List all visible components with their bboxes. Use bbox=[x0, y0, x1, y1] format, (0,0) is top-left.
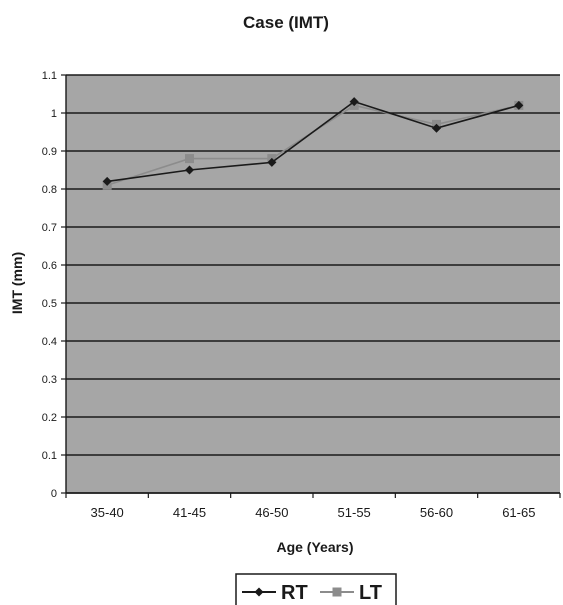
x-tick-label: 41-45 bbox=[173, 505, 206, 520]
data-point-rt bbox=[102, 176, 112, 186]
y-tick-label: 0.5 bbox=[42, 298, 57, 310]
legend: RT LT bbox=[235, 573, 397, 605]
series-rt bbox=[102, 97, 524, 186]
x-axis-label: Age (Years) bbox=[276, 539, 353, 555]
y-tick-label: 1 bbox=[51, 108, 57, 120]
legend-label-lt: LT bbox=[359, 582, 382, 604]
y-tick-label: 0.3 bbox=[42, 374, 57, 386]
data-point-rt bbox=[267, 157, 277, 167]
legend-label-rt: RT bbox=[281, 582, 308, 604]
y-tick-label: 0 bbox=[51, 488, 57, 500]
y-tick-label: 0.1 bbox=[42, 450, 57, 462]
axes bbox=[61, 74, 561, 498]
data-point-rt bbox=[432, 123, 441, 133]
x-tick-label: 35-40 bbox=[91, 505, 124, 520]
legend-box bbox=[235, 573, 397, 605]
data-point-rt bbox=[185, 165, 194, 175]
x-tick-labels: 35-40 41-45 46-50 51-55 56-60 61-65 bbox=[91, 505, 536, 520]
legend-marker-lt bbox=[332, 587, 342, 597]
gridlines bbox=[66, 74, 560, 494]
y-tick-labels: 0 0.1 0.2 0.3 0.4 0.5 0.6 0.7 0.8 0.9 1 1.1 bbox=[42, 70, 57, 500]
data-point-rt bbox=[349, 97, 359, 107]
x-tick-label: 46-50 bbox=[255, 505, 288, 520]
y-tick-label: 0.8 bbox=[42, 184, 57, 196]
series-lines bbox=[102, 97, 524, 190]
plot-area bbox=[61, 74, 561, 498]
legend-marker-rt bbox=[254, 587, 264, 597]
series-line-rt bbox=[107, 100, 520, 183]
y-tick-label: 0.9 bbox=[42, 146, 57, 158]
x-tick-label: 61-65 bbox=[502, 505, 535, 520]
x-tick-label: 56-60 bbox=[420, 505, 453, 520]
data-point-rt bbox=[514, 100, 524, 110]
data-point-lt bbox=[185, 154, 194, 164]
y-tick-label: 0.6 bbox=[42, 260, 57, 272]
y-tick-label: 0.2 bbox=[42, 412, 57, 424]
y-tick-label: 0.7 bbox=[42, 222, 57, 234]
y-axis-label: IMT (mm) bbox=[9, 252, 25, 314]
y-tick-label: 1.1 bbox=[42, 70, 57, 82]
plot-background bbox=[66, 75, 560, 493]
y-tick-label: 0.4 bbox=[42, 336, 57, 348]
chart-title: Case (IMT) bbox=[243, 13, 329, 32]
x-tick-label: 51-55 bbox=[338, 505, 371, 520]
